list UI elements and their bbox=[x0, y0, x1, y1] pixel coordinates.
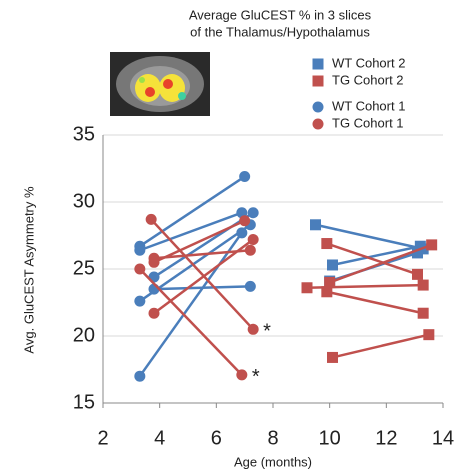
pair-line bbox=[140, 177, 245, 247]
x-tick-label: 4 bbox=[154, 427, 165, 449]
x-tick-label: 10 bbox=[319, 427, 341, 449]
y-tick-label: 25 bbox=[73, 257, 95, 279]
x-tick-label: 12 bbox=[375, 427, 397, 449]
point bbox=[248, 234, 259, 245]
x-tick-label: 2 bbox=[97, 427, 108, 449]
point bbox=[245, 245, 256, 256]
x-axis-label: Age (months) bbox=[234, 454, 312, 469]
legend-marker bbox=[313, 119, 324, 130]
y-tick-label: 15 bbox=[73, 391, 95, 413]
legend-label: TG Cohort 2 bbox=[332, 72, 404, 87]
point bbox=[134, 371, 145, 382]
x-tick-label: 6 bbox=[211, 427, 222, 449]
point bbox=[134, 296, 145, 307]
point bbox=[245, 281, 256, 292]
point bbox=[146, 214, 157, 225]
legend-label: WT Cohort 1 bbox=[332, 98, 405, 113]
point bbox=[239, 215, 250, 226]
point bbox=[412, 269, 423, 280]
point bbox=[302, 282, 313, 293]
annotation: * bbox=[263, 321, 271, 343]
y-tick-label: 20 bbox=[73, 324, 95, 346]
point bbox=[239, 171, 250, 182]
point bbox=[236, 227, 247, 238]
legend-marker bbox=[313, 59, 324, 70]
point bbox=[134, 245, 145, 256]
point bbox=[327, 352, 338, 363]
point bbox=[321, 286, 332, 297]
point bbox=[248, 324, 259, 335]
point bbox=[321, 238, 332, 249]
chart-title: of the Thalamus/Hypothalamus bbox=[190, 24, 370, 39]
y-axis-label: Avg. GluCEST Asymmetry % bbox=[21, 186, 36, 354]
legend-label: TG Cohort 1 bbox=[332, 115, 404, 130]
pair-line bbox=[154, 240, 253, 314]
brain-inset bbox=[110, 52, 210, 116]
point bbox=[149, 308, 160, 319]
point bbox=[418, 280, 429, 291]
legend-label: WT Cohort 2 bbox=[332, 55, 405, 70]
y-tick-label: 35 bbox=[73, 123, 95, 145]
legend-marker bbox=[313, 76, 324, 87]
x-tick-label: 14 bbox=[432, 427, 454, 449]
point bbox=[423, 329, 434, 340]
point bbox=[426, 239, 437, 250]
y-tick-label: 30 bbox=[73, 190, 95, 212]
point bbox=[310, 219, 321, 230]
point bbox=[236, 369, 247, 380]
chart: Average GluCEST % in 3 slices of the Tha… bbox=[0, 0, 460, 472]
point bbox=[149, 257, 160, 268]
pair-line bbox=[327, 292, 423, 313]
point bbox=[134, 264, 145, 275]
point bbox=[327, 259, 338, 270]
legend-marker bbox=[313, 102, 324, 113]
chart-title: Average GluCEST % in 3 slices bbox=[189, 7, 372, 22]
point bbox=[418, 308, 429, 319]
pair-line bbox=[333, 335, 429, 358]
point bbox=[248, 207, 259, 218]
pair-line bbox=[327, 244, 418, 275]
annotation: * bbox=[252, 366, 260, 388]
x-tick-label: 8 bbox=[267, 427, 278, 449]
